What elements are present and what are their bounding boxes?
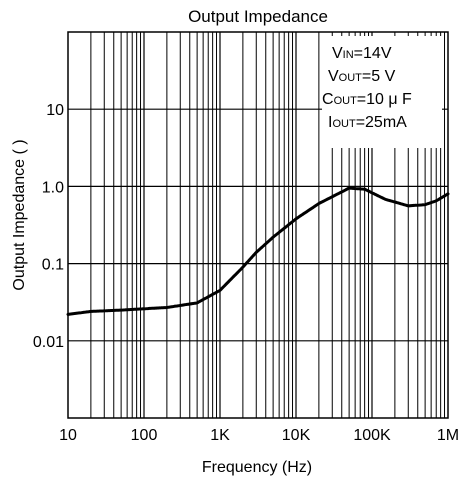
x-tick-label: 100 [131, 427, 158, 444]
annotation-line: IOUT=25mA [328, 114, 407, 131]
annotation-background [322, 36, 442, 148]
x-axis-label: Frequency (Hz) [202, 459, 312, 476]
y-tick-label: 0.1 [42, 257, 64, 274]
annotation-line: VIN=14V [332, 45, 392, 62]
x-tick-label: 1M [437, 427, 459, 444]
x-tick-label: 10 [59, 427, 77, 444]
y-tick-label: 1.0 [42, 179, 64, 196]
plot-frame [67, 31, 449, 419]
annotation-line: VOUT=5 V [328, 68, 396, 85]
annotation-line: COUT=10 μ F [322, 91, 412, 108]
y-axis-label: Output Impedance ( ) [11, 139, 28, 290]
conditions-annotation: VIN=14V VOUT=5 V COUT=10 μ F IOUT=25mA [322, 36, 442, 148]
series-layer [66, 186, 450, 316]
y-tick-label: 10 [46, 102, 64, 119]
x-tick-labels: 10 100 1K 10K 100K 1M [59, 427, 459, 444]
x-tick-label: 1K [210, 427, 230, 444]
x-tick-label: 100K [353, 427, 391, 444]
chart-title: Output Impedance [188, 7, 328, 26]
y-tick-label: 0.01 [33, 334, 64, 351]
y-tick-labels: 10 1.0 0.1 0.01 [33, 102, 64, 351]
x-tick-label: 10K [282, 427, 311, 444]
impedance-curve [66, 186, 450, 316]
